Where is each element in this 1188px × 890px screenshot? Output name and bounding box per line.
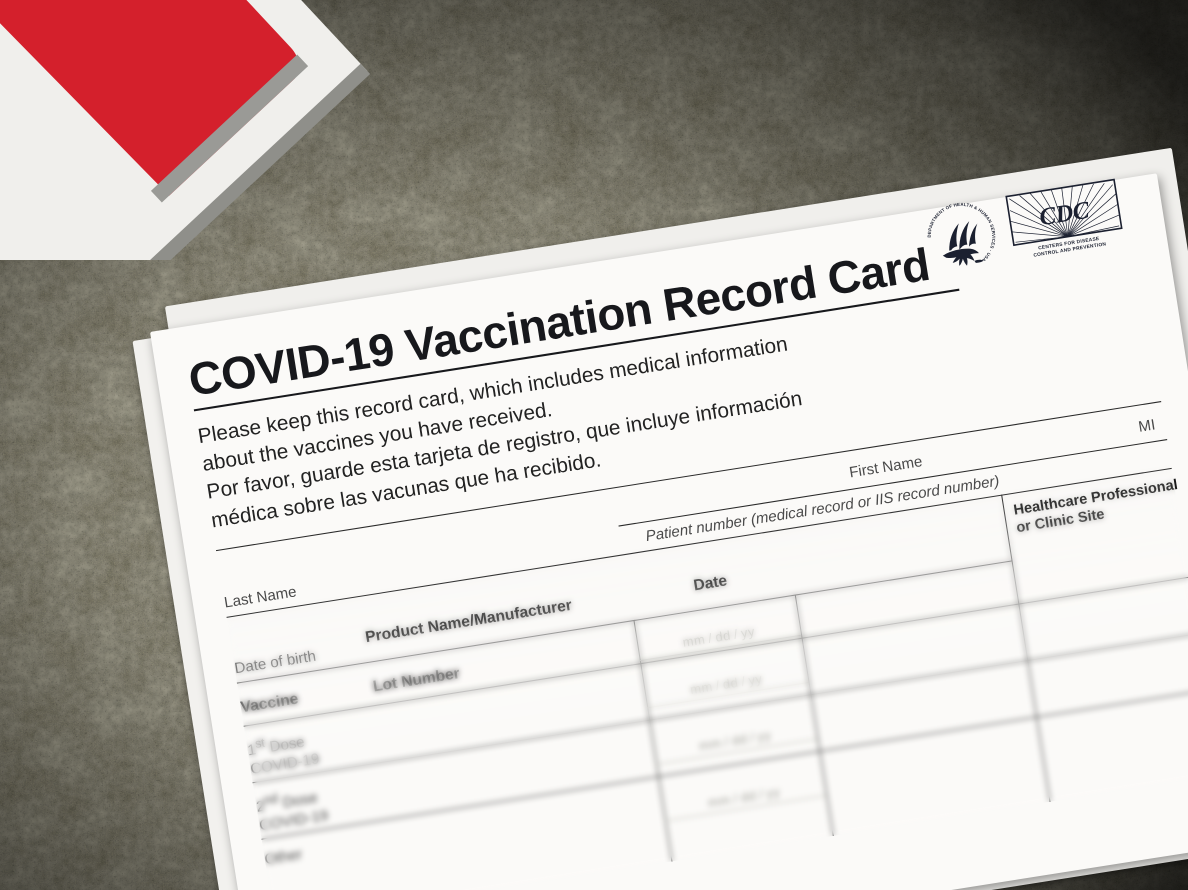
svg-text:CDC: CDC (1037, 196, 1091, 231)
